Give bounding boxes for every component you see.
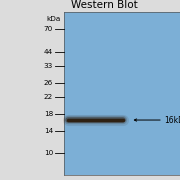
Text: 10: 10 xyxy=(44,150,53,156)
Text: 70: 70 xyxy=(44,26,53,32)
Text: kDa: kDa xyxy=(46,16,60,22)
Text: Western Blot: Western Blot xyxy=(71,0,138,10)
Text: 44: 44 xyxy=(44,49,53,55)
Bar xyxy=(64,12,180,175)
Text: 33: 33 xyxy=(44,63,53,69)
Text: 26: 26 xyxy=(44,80,53,86)
Text: 16kDa: 16kDa xyxy=(165,116,180,125)
Text: 18: 18 xyxy=(44,111,53,116)
Text: 22: 22 xyxy=(44,94,53,100)
Text: 14: 14 xyxy=(44,129,53,134)
